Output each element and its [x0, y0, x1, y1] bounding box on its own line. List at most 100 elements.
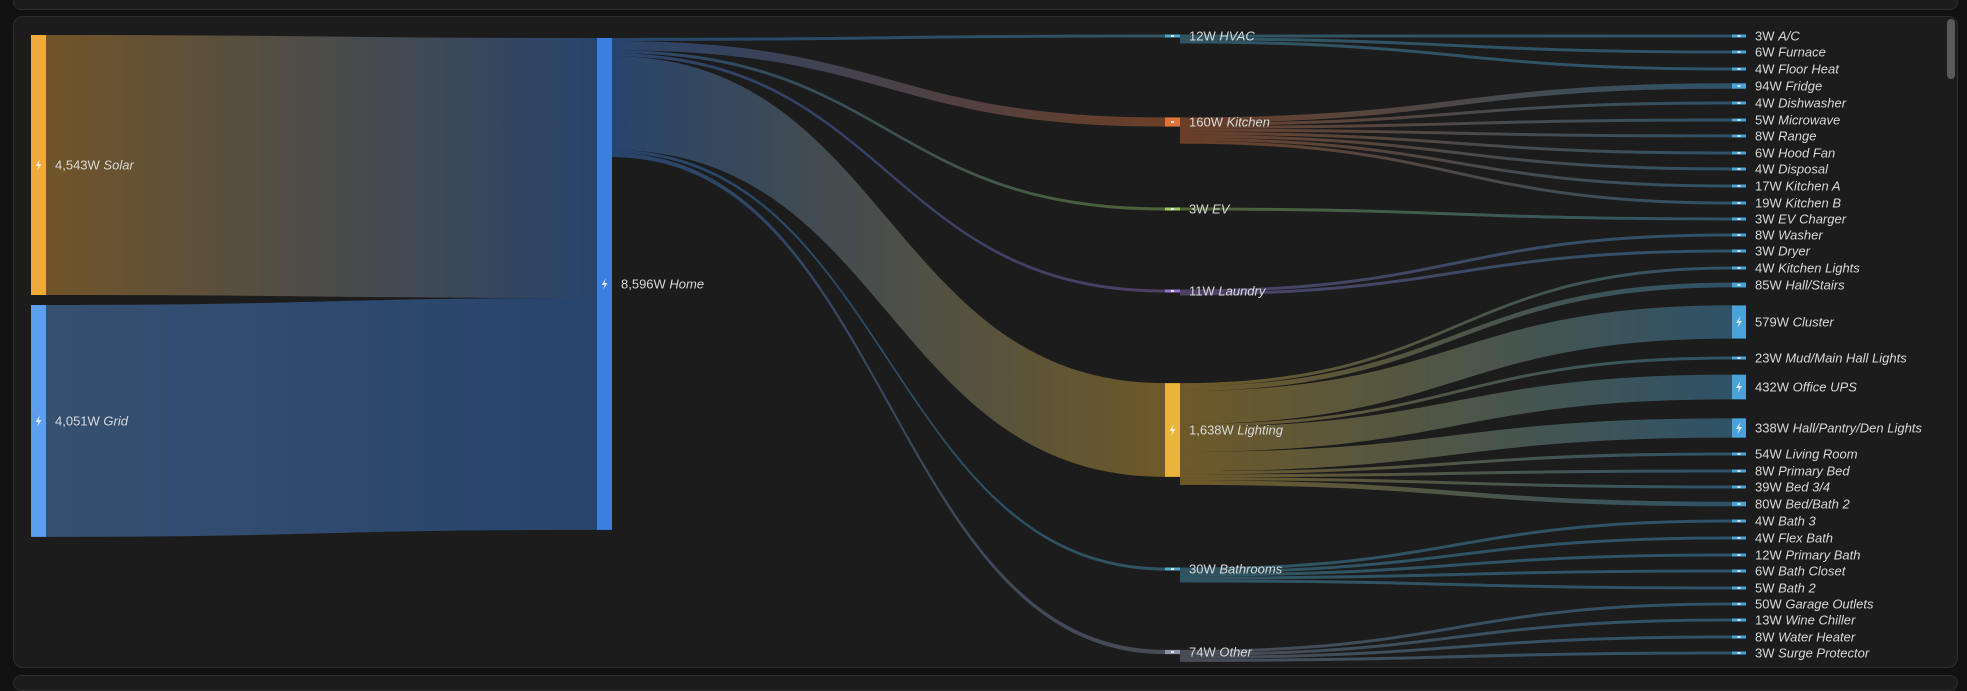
- node-living-room-label: 54W Living Room: [1755, 447, 1858, 462]
- lightning-bolt-icon: [1737, 85, 1741, 87]
- node-ev-charger-name: EV Charger: [1778, 212, 1847, 227]
- lightning-bolt-icon: [1737, 51, 1741, 53]
- node-hood-fan-name: Hood Fan: [1778, 146, 1835, 161]
- link-hvac-a-c: [1180, 34, 1732, 38]
- node-solar-name: Solar: [103, 158, 134, 173]
- node-hall-pantry-den-lights-label: 338W Hall/Pantry/Den Lights: [1755, 421, 1922, 436]
- node-mud-main-hall-lights-name: Mud/Main Hall Lights: [1785, 351, 1907, 366]
- link-other-water-heater: [1180, 635, 1732, 659]
- lightning-bolt-icon: [1171, 121, 1174, 123]
- node-disposal-label: 4W Disposal: [1755, 162, 1829, 177]
- lightning-bolt-icon: [1737, 152, 1741, 154]
- node-mud-main-hall-lights-value: 23W: [1755, 351, 1785, 366]
- node-laundry-value: 11W: [1189, 284, 1218, 299]
- lightning-bolt-icon: [1737, 267, 1741, 269]
- node-kitchen-a-value: 17W: [1755, 179, 1785, 194]
- lightning-bolt-icon: [1737, 470, 1741, 472]
- lightning-bolt-icon: [1737, 453, 1741, 455]
- node-home-value: 8,596W: [621, 276, 669, 291]
- link-other-surge-protector: [1180, 651, 1732, 662]
- node-bath-closet-value: 6W: [1755, 564, 1778, 579]
- node-washer-label: 8W Washer: [1755, 228, 1823, 243]
- link-lighting-office-ups: [1180, 374, 1732, 452]
- link-ev-ev-charger: [1180, 207, 1732, 221]
- link-other-garage-outlets: [1180, 602, 1732, 653]
- lightning-bolt-icon: [1737, 234, 1741, 236]
- node-dryer-label: 3W Dryer: [1755, 244, 1811, 259]
- lightning-bolt-icon: [1737, 102, 1741, 104]
- node-bath-2-value: 5W: [1755, 581, 1778, 596]
- link-home-bathrooms: [612, 149, 1165, 571]
- node-hvac-name: HVAC: [1219, 29, 1255, 44]
- node-bathrooms-value: 30W: [1189, 562, 1219, 577]
- node-flex-bath-value: 4W: [1755, 531, 1778, 546]
- node-other-label: 74W Other: [1189, 645, 1253, 660]
- lightning-bolt-icon: [1737, 250, 1741, 252]
- node-hall-stairs-name: Hall/Stairs: [1785, 278, 1845, 293]
- link-bathrooms-flex-bath: [1180, 536, 1732, 574]
- node-garage-outlets-name: Garage Outlets: [1785, 597, 1874, 612]
- node-lighting-name: Lighting: [1237, 423, 1283, 438]
- node-water-heater-name: Water Heater: [1778, 630, 1856, 645]
- lightning-bolt-icon: [1737, 554, 1741, 556]
- node-other-name: Other: [1219, 645, 1252, 660]
- link-kitchen-dishwasher: [1180, 101, 1732, 126]
- node-home-name: Home: [669, 276, 704, 291]
- lightning-bolt-icon: [1737, 520, 1741, 522]
- link-lighting-mud-main-hall-lights: [1180, 356, 1732, 428]
- lightning-bolt-icon: [1737, 619, 1741, 621]
- node-kitchen-value: 160W: [1189, 115, 1227, 130]
- node-hall-stairs-value: 85W: [1755, 278, 1785, 293]
- lightning-bolt-icon: [601, 277, 608, 290]
- lightning-bolt-icon: [1737, 119, 1741, 121]
- link-bathrooms-bath-2: [1180, 579, 1732, 590]
- node-floor-heat-value: 4W: [1755, 62, 1778, 77]
- sankey-nodes: [31, 34, 1746, 655]
- node-range-label: 8W Range: [1755, 129, 1816, 144]
- node-primary-bath-name: Primary Bath: [1785, 548, 1860, 563]
- node-kitchen-lights-label: 4W Kitchen Lights: [1755, 261, 1860, 276]
- node-water-heater-label: 8W Water Heater: [1755, 630, 1856, 645]
- node-primary-bed-name: Primary Bed: [1778, 464, 1850, 479]
- link-home-lighting: [612, 56, 1165, 477]
- node-dryer-value: 3W: [1755, 244, 1778, 259]
- node-bath-2-name: Bath 2: [1778, 581, 1816, 596]
- link-kitchen-kitchen-b: [1180, 140, 1732, 205]
- node-surge-protector-name: Surge Protector: [1778, 646, 1870, 661]
- node-office-ups-value: 432W: [1755, 380, 1793, 395]
- link-lighting-hall-pantry-den-lights: [1180, 418, 1732, 472]
- node-garage-outlets-value: 50W: [1755, 597, 1785, 612]
- link-grid-home: [46, 298, 597, 537]
- link-home-ev: [612, 50, 1165, 211]
- node-a-c-name: A/C: [1777, 29, 1800, 44]
- node-range-value: 8W: [1755, 129, 1778, 144]
- node-dishwasher-value: 4W: [1755, 96, 1778, 111]
- sankey-diagram: 4,543W Solar 4,051W Grid 8,596W Home 12W HV…: [31, 29, 1922, 662]
- node-range-name: Range: [1778, 129, 1816, 144]
- lightning-bolt-icon: [1737, 486, 1741, 488]
- lightning-bolt-icon: [1171, 290, 1174, 292]
- node-flex-bath-name: Flex Bath: [1778, 531, 1833, 546]
- node-office-ups-label: 432W Office UPS: [1755, 380, 1857, 395]
- link-lighting-kitchen-lights: [1180, 266, 1732, 387]
- node-ev-name: EV: [1212, 202, 1231, 217]
- node-other-value: 74W: [1189, 645, 1219, 660]
- scrollbar[interactable]: [1947, 19, 1955, 79]
- link-other-wine-chiller: [1180, 618, 1732, 656]
- lightning-bolt-icon: [1737, 503, 1741, 505]
- lightning-bolt-icon: [1736, 381, 1742, 393]
- node-furnace-name: Furnace: [1778, 45, 1826, 60]
- node-grid-name: Grid: [103, 413, 128, 428]
- lightning-bolt-icon: [1737, 587, 1741, 589]
- node-disposal-value: 4W: [1755, 162, 1778, 177]
- node-dishwasher-name: Dishwasher: [1778, 96, 1847, 111]
- node-floor-heat-name: Floor Heat: [1778, 62, 1840, 77]
- node-surge-protector-label: 3W Surge Protector: [1755, 646, 1870, 661]
- node-flex-bath-label: 4W Flex Bath: [1755, 531, 1833, 546]
- lightning-bolt-icon: [1171, 651, 1174, 653]
- link-lighting-primary-bed: [1180, 469, 1732, 478]
- node-ev-value: 3W: [1189, 202, 1212, 217]
- node-bath-closet-name: Bath Closet: [1778, 564, 1847, 579]
- node-bed-3-4-value: 39W: [1755, 480, 1785, 495]
- node-kitchen-lights-value: 4W: [1755, 261, 1778, 276]
